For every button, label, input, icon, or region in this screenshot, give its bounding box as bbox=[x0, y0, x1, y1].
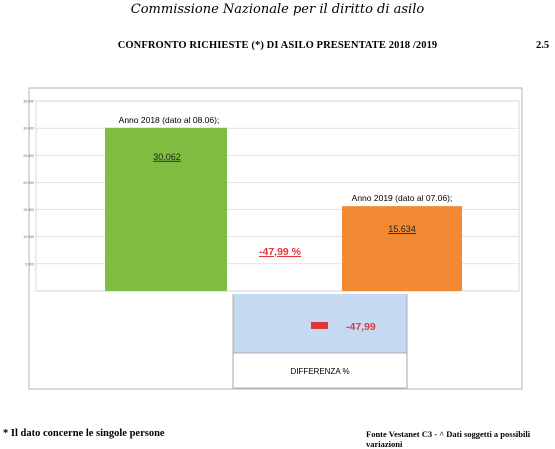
y-tick-label: 35.000 bbox=[23, 100, 34, 104]
bar-0 bbox=[105, 127, 227, 292]
difference-category-cell bbox=[232, 352, 408, 389]
y-tick-label: 20.000 bbox=[23, 181, 34, 185]
y-tick-label: 25.000 bbox=[23, 154, 34, 158]
y-tick-label: 15.000 bbox=[23, 208, 34, 212]
page-title: CONFRONTO RICHIESTE (*) DI ASILO PRESENT… bbox=[117, 40, 438, 51]
category-label: Anno 2018 (dato al 08.06); bbox=[119, 115, 220, 125]
difference-category-label: DIFFERENZA % bbox=[290, 367, 349, 376]
difference-bar bbox=[311, 322, 328, 329]
value-label: 15.634 bbox=[388, 224, 416, 234]
source-note: Fonte Vestanet C3 - ^ Dati soggetti a po… bbox=[366, 429, 531, 449]
category-label: Anno 2019 (dato al 07.06); bbox=[352, 193, 453, 203]
bars bbox=[105, 127, 462, 292]
bar-1 bbox=[342, 206, 462, 291]
difference-value: -47,99 bbox=[346, 321, 376, 333]
y-tick-label: 5.000 bbox=[25, 262, 34, 266]
header-title: Commissione Nazionale per il diritto di … bbox=[130, 2, 425, 17]
page-number: 2.5 bbox=[536, 40, 550, 51]
value-label: 30.062 bbox=[153, 152, 181, 162]
bar-labels: Anno 2018 (dato al 08.06); 30.062 Anno 201… bbox=[119, 115, 453, 234]
difference-label: -47,99 % bbox=[259, 246, 302, 258]
footnote: * Il dato concerne le singole persone bbox=[3, 428, 165, 439]
y-tick-label: 10.000 bbox=[23, 235, 34, 239]
y-axis-ticks: 35.000 30.000 25.000 20.000 15.000 10.000 5.00… bbox=[23, 100, 35, 294]
y-tick-label: - bbox=[33, 290, 35, 294]
y-tick-label: 30.000 bbox=[23, 127, 34, 131]
